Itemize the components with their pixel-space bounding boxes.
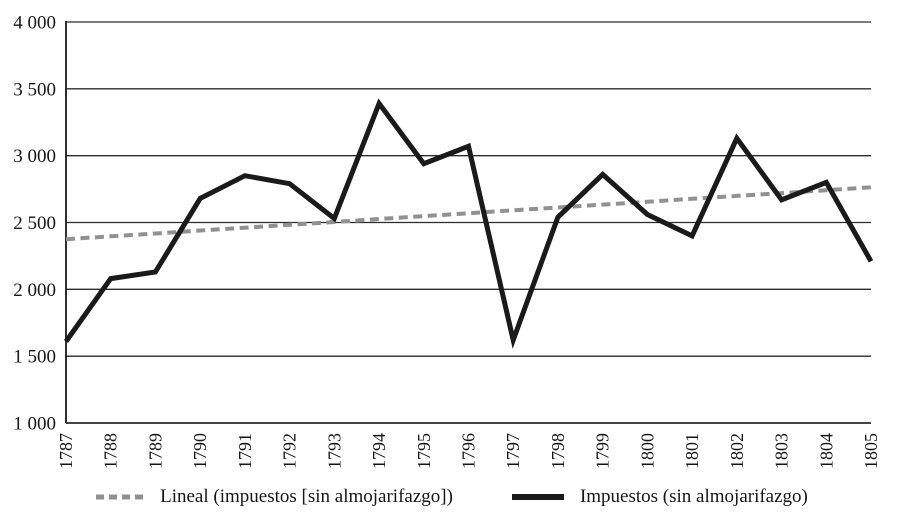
x-tick-label: 1797: [503, 433, 523, 469]
y-tick-label: 3 500: [13, 79, 56, 100]
legend-item-lineal: Lineal (impuestos [sin almojarifazgo]): [95, 486, 453, 508]
x-tick-label: 1791: [235, 433, 255, 469]
x-tick-label: 1794: [369, 433, 389, 469]
series-line-1: [63, 98, 874, 349]
y-tick-label: 1 000: [13, 414, 56, 435]
x-tick-label: 1804: [816, 433, 836, 469]
x-tick-label: 1798: [548, 433, 568, 469]
x-tick-label: 1793: [324, 433, 344, 469]
x-tick-label: 1790: [190, 433, 210, 469]
y-tick-label: 4 000: [13, 13, 56, 34]
x-tick-label: 1787: [56, 433, 76, 469]
y-tick-label: 3 000: [13, 146, 56, 167]
line-chart-plot-area: 1 000 1 500 2 000 2 500 3 000 3 500 4 000 1787 1…: [13, 13, 881, 470]
x-tick-label: 1799: [593, 433, 613, 469]
x-tick-label: 1801: [682, 433, 702, 469]
x-tick-label: 1796: [459, 433, 479, 469]
x-tick-label: 1795: [414, 433, 434, 469]
y-tick-label: 1 500: [13, 347, 56, 368]
legend-label-impuestos: Impuestos (sin almojarifazgo): [579, 486, 808, 507]
x-tick-label: 1792: [280, 433, 300, 469]
x-tick-label: 1803: [772, 433, 792, 469]
series-line-0: [65, 185, 872, 242]
x-tick-label: 1788: [101, 433, 121, 469]
solid-line-sample-icon: [511, 494, 564, 500]
legend: Lineal (impuestos [sin almojarifazgo]) I…: [0, 486, 903, 508]
x-tick-label: 1802: [727, 433, 747, 469]
y-tick-label: 2 000: [13, 280, 56, 301]
y-tick-label: 2 500: [13, 213, 56, 234]
x-tick-label: 1789: [145, 433, 165, 469]
dashed-line-sample-icon: [96, 494, 145, 500]
x-tick-label: 1805: [861, 433, 881, 469]
legend-item-impuestos: Impuestos (sin almojarifazgo): [511, 486, 808, 508]
x-tick-label: 1800: [637, 433, 657, 469]
legend-label-lineal: Lineal (impuestos [sin almojarifazgo]): [160, 486, 453, 507]
